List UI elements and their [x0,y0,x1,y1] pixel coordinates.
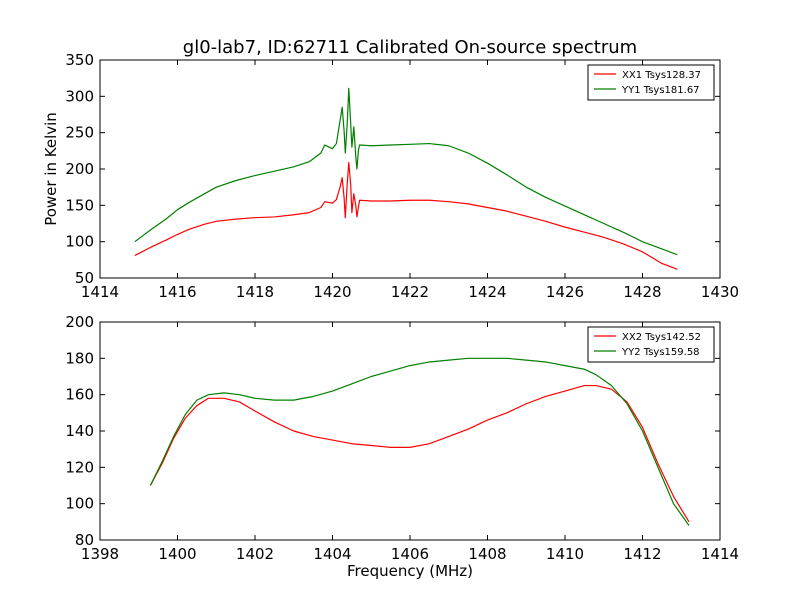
bottom-y-tick-label: 140 [65,422,94,440]
bottom-series-line-0 [149,384,690,523]
top-plot-ticks: 1414 1416 1418 1420 1422 1424 1426 1428 1430 50 10… [65,51,739,301]
bottom-legend: XX2 Tsys142.52 YY2 Tsys159.58 [587,326,715,363]
top-plot: 1414 1416 1418 1420 1422 1424 1426 1428 1430 50 10… [42,51,739,301]
top-x-tick-label: 1418 [236,283,274,301]
bottom-y-tick-label: 100 [65,495,94,513]
top-y-tick-label: 350 [65,51,94,69]
bottom-x-tick-label: 1404 [313,545,351,563]
bottom-plot: 1398 1400 1402 1404 1406 1408 1410 1412 1414 80 10… [65,313,739,580]
top-x-tick-label: 1426 [546,283,584,301]
top-x-tick-label: 1420 [313,283,351,301]
bottom-series-line-1 [149,357,690,526]
figure-title: gl0-lab7, ID:62711 Calibrated On-source … [183,37,637,58]
bottom-x-tick-label: 1408 [468,545,506,563]
top-series-line-1 [134,87,678,256]
bottom-x-tick-label: 1412 [623,545,661,563]
bottom-legend-label-yy2: YY2 Tsys159.58 [621,347,700,358]
bottom-y-tick-label: 160 [65,386,94,404]
top-x-tick-label: 1416 [158,283,196,301]
top-y-tick-label: 300 [65,87,94,105]
bottom-legend-label-xx2: XX2 Tsys142.52 [622,332,701,343]
bottom-x-tick-label: 1414 [701,545,739,563]
top-x-tick-label: 1422 [391,283,429,301]
bottom-x-tick-label: 1402 [236,545,274,563]
bottom-plot-lines [149,357,690,526]
bottom-x-tick-label: 1400 [158,545,196,563]
bottom-y-tick-label: 80 [75,531,94,549]
top-legend-box [587,64,715,101]
bottom-y-tick-label: 120 [65,458,94,476]
top-y-tick-label: 150 [65,196,94,214]
bottom-y-tick-label: 180 [65,349,94,367]
top-y-tick-label: 50 [75,269,94,287]
bottom-x-axis-label: Frequency (MHz) [347,562,473,580]
bottom-x-tick-label: 1398 [81,545,119,563]
top-plot-lines [134,87,678,270]
top-legend: XX1 Tsys128.37 YY1 Tsys181.67 [587,64,715,101]
top-x-tick-label: 1414 [81,283,119,301]
bottom-x-tick-label: 1406 [391,545,429,563]
bottom-x-tick-label: 1410 [546,545,584,563]
top-y-tick-label: 200 [65,160,94,178]
top-y-axis-label: Power in Kelvin [42,112,60,226]
top-x-tick-label: 1428 [623,283,661,301]
top-series-line-0 [134,161,678,270]
top-y-tick-label: 250 [65,124,94,142]
bottom-y-tick-label: 200 [65,313,94,331]
top-legend-label-xx1: XX1 Tsys128.37 [622,70,701,81]
bottom-legend-box [587,326,715,363]
top-x-tick-label: 1430 [701,283,739,301]
top-x-tick-label: 1424 [468,283,506,301]
top-legend-label-yy1: YY1 Tsys181.67 [621,85,700,96]
top-y-tick-label: 100 [65,233,94,251]
bottom-plot-ticks: 1398 1400 1402 1404 1406 1408 1410 1412 1414 80 10… [65,313,739,563]
